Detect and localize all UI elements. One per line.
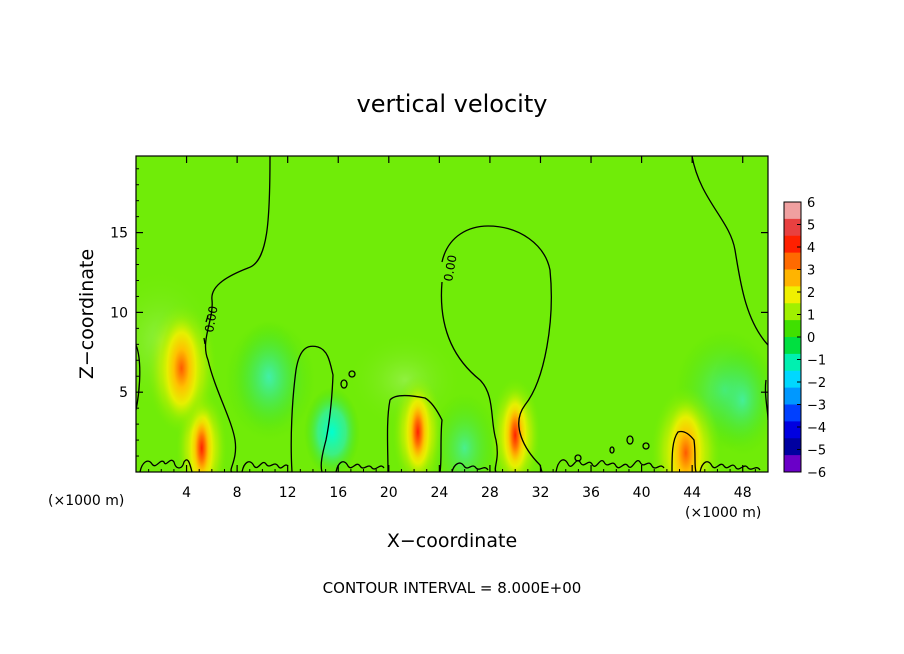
y-axis-label: Z−coordinate [76,249,98,379]
colorbar-label: −5 [807,444,826,459]
colorbar-label: 3 [807,264,815,279]
contour-line [335,461,385,472]
updraft-core [159,313,204,424]
colorbar-segment [784,320,801,338]
y-tick-label: 10 [110,305,128,321]
contour-line [440,281,498,472]
x-axis-ticks: 4 8 12 16 20 24 28 32 36 40 44 48 [148,156,756,501]
colorbar-label: −2 [807,376,826,391]
contour-line [340,379,348,389]
downdraft-regions [234,321,768,472]
colorbar-label: 1 [807,309,815,324]
contour-line [203,315,209,345]
colorbar-segment [784,438,801,456]
x-tick-label: 4 [182,485,191,501]
contour-label: 0.00 [441,254,459,283]
colorbar-segment [784,252,801,270]
y-tick-label: 5 [119,385,128,401]
colorbar-label: 4 [807,241,815,256]
colorbar-label: 5 [807,219,815,234]
contour-line [626,435,634,445]
zero-contours [136,156,768,472]
contour-line [386,394,443,472]
colorbar-segment [784,202,801,220]
colorbar-label: −6 [807,466,826,481]
updraft-peak [194,421,209,472]
contour-line [136,344,141,411]
x-tick-label: 40 [633,485,651,501]
chart-title: vertical velocity [357,90,548,118]
x-unit-left: (×1000 m) [48,493,124,509]
contour-line [204,156,271,472]
x-tick-label: 32 [532,485,550,501]
updraft-core [663,397,708,472]
colorbar-segment [784,235,801,254]
contour-labels: 0.00 0.00 [202,254,459,334]
x-tick-label: 16 [329,485,347,501]
downdraft-region [234,321,303,432]
colorbar-segment [784,353,801,372]
downdraft-region [708,345,768,456]
x-tick-label: 36 [582,485,600,501]
contour-line [699,461,761,472]
colorbar-label: −3 [807,399,826,414]
colorbar-segment [784,218,801,237]
colorbar-label: 6 [807,196,815,211]
x-tick-label: 48 [734,485,752,501]
x-tick-label: 24 [430,485,448,501]
colorbar-label: −1 [807,354,826,369]
colorbar: 6 5 4 3 2 1 0 −1 −2 −3 −4 −5 −6 [783,196,826,481]
contour-line [691,156,768,346]
colorbar-segment [784,337,801,355]
colorbar-segment [784,303,801,321]
contour-line [574,454,582,462]
contour-line [348,370,356,378]
colorbar-segment [784,269,801,287]
contour-interval-note: CONTOUR INTERVAL = 8.000E+00 [323,579,582,597]
contour-line [139,459,193,472]
y-tick-label: 15 [110,226,128,242]
downdraft-region [303,387,360,472]
colorbar-segment [784,455,801,473]
x-axis-label: X−coordinate [387,530,517,552]
contour-line [609,446,615,454]
x-unit-right: (×1000 m) [685,505,761,521]
x-tick-label: 20 [380,485,398,501]
x-tick-label: 44 [683,485,701,501]
contour-label: 0.00 [202,305,220,334]
colorbar-label: −4 [807,421,826,436]
contour-line [671,430,697,472]
x-tick-label: 12 [279,485,297,501]
contour-line [451,462,489,472]
colorbar-segment [784,370,801,389]
contour-line [642,442,650,450]
colorbar-segment [784,421,801,439]
contour-line [555,459,665,472]
y-axis-ticks: 5 10 15 [110,168,768,457]
x-tick-label: 28 [481,485,499,501]
contour-line [441,225,552,472]
colorbar-label: 0 [807,331,815,346]
colorbar-segment [784,387,801,405]
colorbar-segment [784,404,801,422]
contour-line [290,345,334,472]
plot-area: 0.00 0.00 [136,156,768,472]
contour-line [241,461,289,472]
colorbar-segment [784,286,801,304]
x-tick-label: 8 [233,485,242,501]
colorbar-label: 2 [807,286,815,301]
updraft-peak [410,405,426,459]
downdraft-region [430,393,499,472]
